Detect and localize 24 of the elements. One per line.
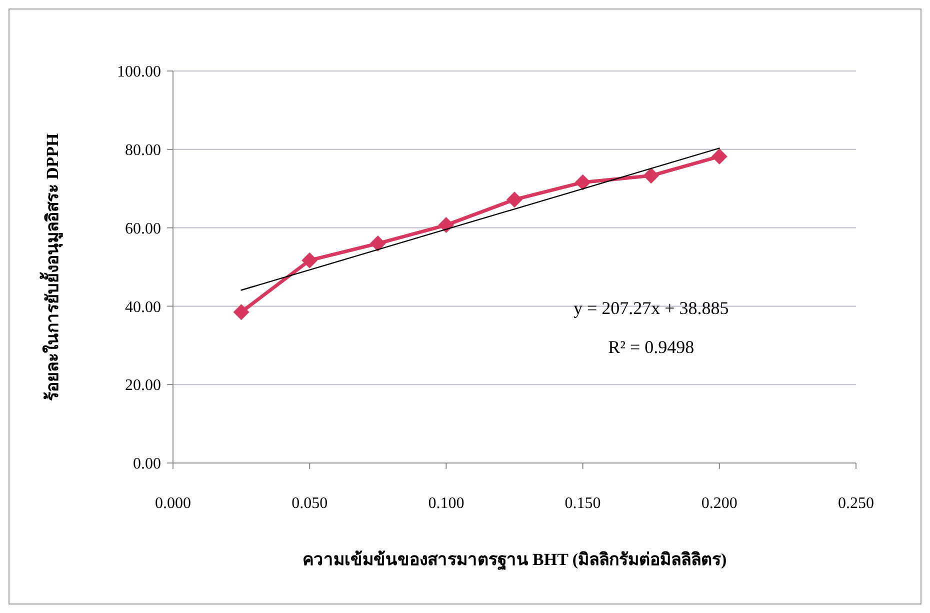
annotation: R² = 0.9498	[608, 337, 694, 358]
y-tick-label: 60.00	[125, 220, 161, 238]
point	[643, 168, 660, 184]
y-tick-label: 40.00	[125, 298, 161, 316]
point	[370, 235, 386, 252]
y-tick-label: 100.00	[117, 64, 161, 81]
x-tick-label: 0.150	[564, 495, 601, 512]
point	[302, 252, 318, 268]
x-tick-label: 0.050	[292, 495, 328, 512]
y-tick-label: 20.00	[125, 377, 161, 394]
x-tick-label: 0.200	[701, 495, 738, 512]
point	[233, 304, 250, 320]
y-tick-label: 0.00	[133, 456, 161, 473]
x-tick-label: 0.000	[155, 495, 191, 512]
x-axis-title: ความเข้มข้นของสารมาตรฐาน BHT (มิลลิกรัมต่อมิลลิลิตร)	[302, 550, 727, 571]
point	[438, 217, 454, 234]
point	[574, 174, 591, 190]
y-tick-label: 80.00	[125, 142, 161, 159]
x-tick-label: 0.100	[428, 495, 464, 512]
x-tick-label: 0.250	[838, 495, 874, 512]
annotation: y = 207.27x + 38.885	[573, 298, 729, 318]
point	[506, 192, 522, 208]
y-axis-title: ร้อยละในการยับยั้งอนุมูลอิสระ DPPH	[39, 133, 64, 401]
point	[711, 148, 728, 164]
